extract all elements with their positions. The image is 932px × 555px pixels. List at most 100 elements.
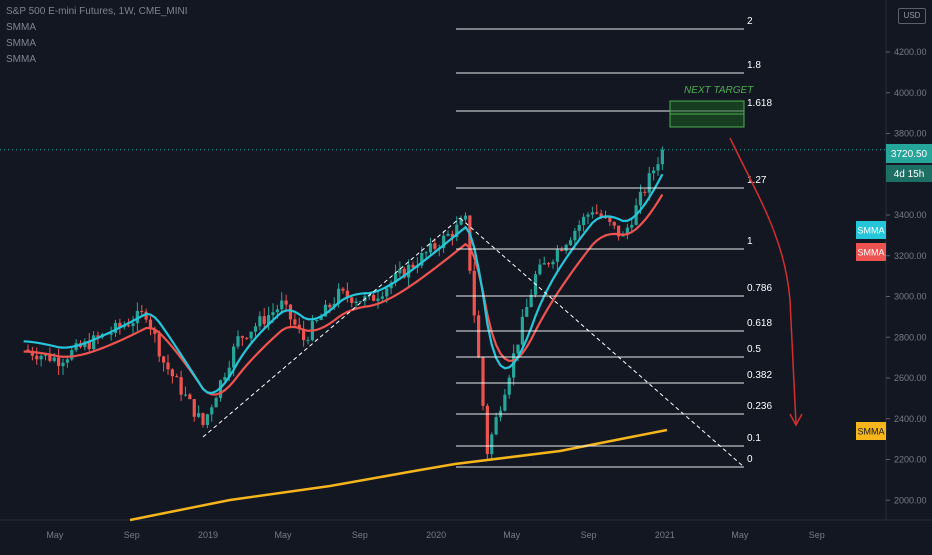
candle-body[interactable] [385,288,389,297]
indicator-label[interactable]: SMMA [6,38,36,49]
candle-body[interactable] [433,243,437,249]
candle-body[interactable] [271,312,275,316]
candle-body[interactable] [253,326,258,332]
candle-body[interactable] [376,298,380,301]
down-arrow-path[interactable] [729,137,797,425]
candle-body[interactable] [608,217,612,222]
candle-body[interactable] [214,397,218,408]
candle-body[interactable] [166,362,170,370]
candle-body[interactable] [284,300,288,305]
candle-body[interactable] [52,357,56,361]
trendline-dashed[interactable] [202,217,461,438]
indicator-label[interactable]: SMMA [6,22,36,33]
candle-body[interactable] [494,417,498,435]
candle-body[interactable] [555,249,559,262]
candle-body[interactable] [293,319,297,325]
candle-body[interactable] [87,341,91,350]
candle-body[interactable] [547,263,551,265]
candle-body[interactable] [529,294,533,307]
candle-body[interactable] [477,315,481,358]
candle-body[interactable] [144,311,148,320]
indicator-label[interactable]: SMMA [6,54,36,65]
currency-button[interactable]: USD [898,8,926,24]
candle-body[interactable] [179,377,183,395]
candle-body[interactable] [175,376,179,378]
candle-body[interactable] [612,221,616,226]
candle-body[interactable] [205,414,209,425]
candle-body[interactable] [227,367,231,377]
trendline-dashed[interactable] [459,217,745,468]
candle-body[interactable] [328,304,332,308]
smma-yellow-line[interactable] [129,428,668,522]
candle-body[interactable] [647,173,651,193]
candle-body[interactable] [516,344,520,354]
candle-body[interactable] [92,335,96,350]
candle-body[interactable] [599,213,603,218]
candle-body[interactable] [153,329,157,334]
candle-body[interactable] [503,394,507,411]
candle-body[interactable] [30,350,34,356]
candle-body[interactable] [267,315,271,324]
candle-body[interactable] [590,212,594,215]
candle-body[interactable] [507,377,511,395]
smma-red-line[interactable] [23,193,664,396]
candle-body[interactable] [538,264,542,275]
candle-body[interactable] [656,164,660,171]
candle-body[interactable] [455,224,459,238]
candle-body[interactable] [306,340,310,342]
candle-body[interactable] [236,336,240,347]
candle-body[interactable] [183,394,188,396]
candle-body[interactable] [302,328,306,341]
candle-body[interactable] [192,399,196,417]
candle-body[interactable] [393,273,398,283]
candle-body[interactable] [275,309,279,313]
candle-body[interactable] [372,294,376,301]
candle-body[interactable] [564,244,568,251]
candle-body[interactable] [660,149,664,165]
candle-body[interactable] [428,243,433,253]
candle-body[interactable] [652,170,656,174]
candle-body[interactable] [319,316,323,320]
candle-body[interactable] [468,215,472,271]
candle-body[interactable] [568,240,573,245]
candle-body[interactable] [201,413,205,425]
symbol-title[interactable]: S&P 500 E-mini Futures, 1W, CME_MINI [6,6,188,17]
candle-body[interactable] [323,304,328,317]
candle-body[interactable] [288,304,293,320]
candle-body[interactable] [280,300,284,310]
candle-body[interactable] [232,346,236,368]
candle-body[interactable] [586,214,590,217]
candle-body[interactable] [354,301,358,304]
candle-body[interactable] [411,264,415,268]
candle-body[interactable] [135,310,139,324]
candle-body[interactable] [350,297,354,304]
candle-body[interactable] [603,217,608,219]
candle-body[interactable] [542,263,546,265]
candle-body[interactable] [65,359,69,363]
candle-body[interactable] [472,270,476,316]
candle-body[interactable] [380,296,384,299]
candle-body[interactable] [188,394,192,400]
candle-body[interactable] [582,216,586,225]
candle-body[interactable] [223,376,227,381]
candle-body[interactable] [148,319,153,330]
candle-body[interactable] [48,353,52,361]
smma-teal-line[interactable] [23,173,664,395]
candle-body[interactable] [157,333,161,357]
candle-body[interactable] [485,405,489,455]
candle-body[interactable] [131,323,135,327]
candle-body[interactable] [398,268,402,274]
candle-body[interactable] [96,335,100,338]
candle-body[interactable] [170,369,174,377]
candle-body[interactable] [638,191,643,206]
candle-body[interactable] [341,288,345,291]
candle-body[interactable] [442,235,446,249]
candle-body[interactable] [118,322,122,328]
candle-body[interactable] [512,353,516,378]
candle-body[interactable] [617,225,621,237]
candle-body[interactable] [481,357,485,406]
candle-body[interactable] [525,306,529,317]
candle-body[interactable] [625,227,629,235]
candle-body[interactable] [337,288,341,304]
